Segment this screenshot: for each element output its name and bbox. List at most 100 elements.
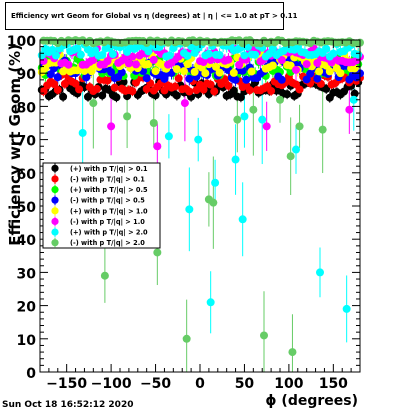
data-point bbox=[212, 62, 220, 71]
data-point bbox=[76, 50, 85, 59]
y-tick-label: 20 bbox=[17, 300, 37, 316]
data-point bbox=[183, 51, 192, 60]
data-point bbox=[233, 115, 242, 124]
x-axis-label: ϕ (degrees) bbox=[265, 393, 358, 409]
y-tick-label: 50 bbox=[17, 200, 37, 216]
data-point bbox=[52, 51, 60, 60]
data-point bbox=[53, 85, 62, 94]
data-point bbox=[75, 85, 84, 94]
data-point bbox=[251, 50, 260, 59]
data-point bbox=[292, 145, 300, 154]
data-point bbox=[242, 75, 251, 84]
data-point bbox=[229, 68, 238, 77]
x-tick-label: 100 bbox=[274, 376, 303, 392]
x-tick-label: −50 bbox=[140, 376, 171, 392]
data-point bbox=[329, 49, 338, 58]
data-point bbox=[260, 331, 268, 340]
legend-entry: (+) with p T/|q| > 0.5 bbox=[70, 186, 148, 195]
data-point bbox=[313, 74, 322, 83]
x-tick-label: 0 bbox=[195, 376, 205, 392]
y-tick-label: 100 bbox=[7, 34, 36, 50]
data-point bbox=[172, 65, 181, 74]
data-point bbox=[64, 60, 73, 69]
data-point bbox=[276, 95, 284, 104]
axis-labels: 0 10 20 30 40 50 60 70 80 90 100 −150 −100 −50 0 50 100 1… bbox=[6, 34, 358, 409]
data-point bbox=[185, 74, 194, 83]
timestamp: Sun Oct 18 16:52:12 2020 bbox=[2, 400, 134, 410]
legend-entry: (-) with p T/|q| > 2.0 bbox=[70, 239, 145, 248]
data-point bbox=[306, 69, 315, 78]
data-point bbox=[153, 248, 162, 257]
x-tick-label: −150 bbox=[46, 376, 87, 392]
data-point bbox=[215, 68, 224, 77]
data-point bbox=[185, 205, 194, 214]
data-point bbox=[240, 51, 249, 60]
y-tick-label: 60 bbox=[17, 167, 37, 183]
data-point bbox=[258, 115, 267, 124]
data-point bbox=[238, 215, 247, 224]
data-point bbox=[231, 75, 240, 84]
data-point bbox=[153, 142, 162, 151]
y-tick-label: 10 bbox=[17, 333, 37, 349]
data-point bbox=[315, 67, 324, 76]
data-point bbox=[73, 44, 82, 53]
legend-marker bbox=[51, 239, 59, 247]
data-point bbox=[231, 155, 240, 164]
data-point bbox=[302, 60, 311, 69]
data-point bbox=[142, 74, 151, 83]
data-point bbox=[342, 304, 351, 313]
data-point bbox=[325, 67, 334, 76]
data-point bbox=[206, 80, 215, 89]
y-tick-label: 70 bbox=[17, 134, 37, 150]
data-point bbox=[247, 67, 256, 76]
y-tick-label: 0 bbox=[26, 366, 36, 382]
data-point bbox=[267, 86, 276, 95]
legend-entry: (-) with p T/|q| > 0.1 bbox=[70, 175, 145, 184]
data-point bbox=[160, 74, 169, 83]
x-tick-label: 50 bbox=[235, 376, 255, 392]
data-point bbox=[288, 348, 297, 357]
legend-entry: (-) with p T/|q| > 1.0 bbox=[70, 218, 145, 227]
legend-marker bbox=[51, 217, 59, 226]
data-point bbox=[48, 45, 57, 54]
data-point bbox=[89, 99, 98, 108]
data-point bbox=[199, 57, 208, 66]
data-point bbox=[211, 178, 220, 187]
data-point bbox=[182, 334, 191, 343]
data-point bbox=[174, 74, 183, 83]
data-point bbox=[245, 86, 254, 95]
data-point bbox=[229, 86, 238, 95]
data-point bbox=[119, 77, 128, 86]
x-tick-label: 150 bbox=[319, 376, 348, 392]
data-point bbox=[238, 66, 247, 75]
data-point bbox=[268, 61, 277, 70]
data-point bbox=[215, 51, 224, 60]
data-point bbox=[206, 55, 215, 64]
legend-entry: (-) with p T/|q| > 0.5 bbox=[70, 197, 145, 206]
data-point bbox=[224, 81, 233, 90]
data-point bbox=[302, 75, 311, 84]
data-point bbox=[199, 85, 208, 94]
data-point bbox=[71, 79, 80, 88]
data-point bbox=[295, 85, 304, 94]
data-point bbox=[292, 65, 300, 74]
data-point bbox=[128, 87, 137, 96]
data-point bbox=[60, 79, 69, 88]
data-point bbox=[50, 80, 59, 89]
data-point bbox=[313, 58, 322, 67]
data-point bbox=[164, 132, 173, 141]
data-point bbox=[201, 69, 210, 78]
data-point bbox=[322, 84, 331, 93]
y-tick-label: 30 bbox=[17, 266, 37, 282]
data-point bbox=[236, 93, 245, 102]
legend-marker bbox=[51, 207, 59, 215]
data-point bbox=[171, 82, 180, 91]
legend-entry: (+) with p T/|q| > 2.0 bbox=[70, 229, 148, 238]
data-point bbox=[185, 87, 194, 96]
data-point bbox=[100, 271, 109, 280]
data-point bbox=[123, 112, 132, 121]
data-point bbox=[149, 119, 158, 127]
data-point bbox=[295, 122, 304, 131]
data-point bbox=[349, 95, 358, 104]
y-tick-label: 80 bbox=[17, 100, 37, 116]
